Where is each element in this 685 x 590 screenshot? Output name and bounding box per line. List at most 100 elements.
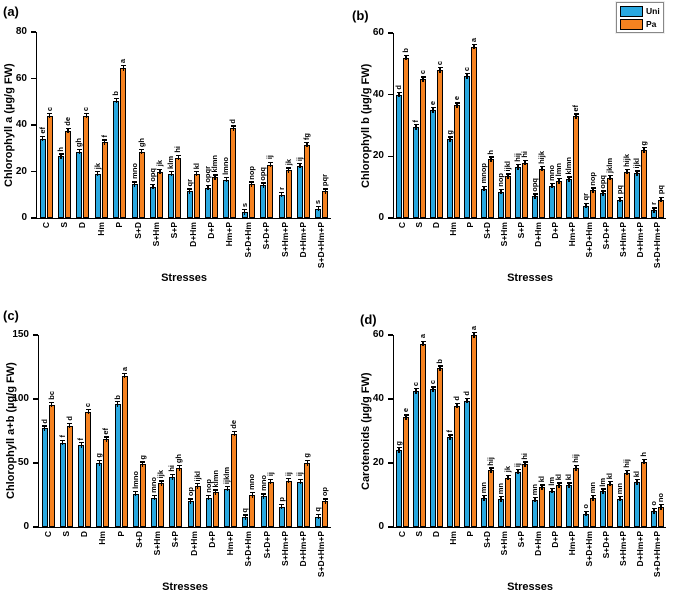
error-bar-cap [120, 65, 126, 67]
bar-uni-S+Hm+P [278, 194, 285, 218]
bar-pa-Hm [454, 405, 460, 527]
bar-uni-S+D+P [600, 193, 606, 218]
error-bar-cap [454, 102, 460, 104]
y-tick-label: 60 [15, 72, 27, 84]
bar-uni-S+D [132, 493, 139, 527]
error-bar [456, 102, 458, 108]
bar-uni-D+Hm+P [296, 165, 303, 218]
error-bar-cap [205, 184, 211, 187]
error-bar [160, 480, 162, 486]
y-tick-label: 20 [372, 150, 384, 162]
bar-uni-P [113, 100, 120, 218]
error-bar-cap [151, 494, 157, 496]
bar-uni-D [76, 151, 83, 218]
error-bar [142, 461, 144, 467]
error-bar [432, 107, 434, 113]
error-bar [69, 422, 71, 429]
error-bar-cap [539, 484, 545, 486]
error-bar-cap [573, 465, 579, 467]
error-bar [299, 478, 301, 485]
error-bar [42, 135, 44, 142]
bar-uni-D+Hm+P [634, 173, 640, 218]
significance-letter: c [418, 70, 427, 75]
error-bar [439, 365, 441, 371]
error-bar [87, 408, 89, 415]
y-axis-tick [32, 334, 38, 336]
error-bar [575, 113, 577, 119]
error-bar [524, 461, 526, 467]
significance-letter: kl [554, 474, 563, 481]
error-bar [67, 127, 69, 134]
bar-uni-S [413, 127, 419, 218]
error-bar [262, 182, 264, 188]
error-bar [44, 425, 46, 431]
error-bar [575, 465, 577, 471]
significance-letter: s [239, 203, 249, 208]
bar-pa-P [471, 335, 477, 527]
significance-letter: c [83, 402, 93, 407]
significance-letter: ef [37, 127, 47, 134]
error-bar [609, 174, 611, 181]
bar-uni-S+P [515, 471, 521, 527]
bar-uni-S+D+P [600, 491, 606, 527]
error-bar-cap [641, 458, 647, 461]
significance-letter: mn [530, 483, 539, 495]
bar-uni-P [464, 400, 470, 527]
error-bar [299, 162, 301, 169]
x-category-label: Hm [448, 222, 458, 236]
significance-letter: de [63, 117, 73, 126]
x-category-label: S+Hm+P [279, 222, 290, 257]
y-tick-label: 40 [372, 88, 384, 100]
bar-uni-Hm+P [223, 179, 230, 218]
error-bar [281, 503, 283, 510]
bar-pa-S+Hm+P [285, 170, 292, 218]
bar-uni-S+D [131, 184, 138, 218]
significance-letter: c [462, 67, 471, 72]
bar-uni-S+D [481, 498, 487, 527]
error-bar [636, 170, 638, 176]
error-bar [541, 165, 543, 172]
error-bar-cap [103, 436, 109, 438]
significance-letter: b [401, 48, 410, 53]
error-bar [602, 190, 604, 196]
error-bar [500, 188, 502, 195]
error-bar-cap [464, 397, 470, 399]
significance-letter: mnop [479, 163, 488, 184]
x-category-label: S+D [133, 531, 144, 548]
significance-letter: klmn [564, 156, 573, 175]
bar-uni-S+D [481, 188, 487, 218]
error-bar-cap [286, 477, 292, 480]
bar-uni-P [464, 76, 470, 218]
legend-item-pa: Pa [620, 18, 660, 30]
bar-pa-D+Hm+P [641, 150, 647, 218]
significance-letter: kl [191, 162, 201, 169]
y-tick-label: 60 [372, 329, 384, 340]
error-bar [104, 139, 106, 145]
bar-uni-D+P [205, 187, 212, 218]
error-bar [551, 182, 553, 189]
bar-pa-S+Hm [505, 176, 511, 218]
error-bar [117, 401, 119, 407]
x-category-label: S [414, 531, 424, 537]
significance-letter: g [302, 453, 312, 458]
bar-pa-D+P [556, 181, 562, 218]
significance-letter: ij [295, 472, 305, 477]
significance-letter: hi [173, 145, 183, 153]
significance-letter: pq [615, 185, 624, 195]
error-bar [270, 478, 272, 485]
bar-uni-S+Hm [498, 499, 504, 527]
significance-letter: f [57, 435, 67, 438]
significance-letter: jk [154, 160, 164, 167]
error-bar [660, 196, 662, 202]
bar-pa-S+P [522, 162, 528, 218]
y-tick-label: 0 [378, 212, 384, 223]
bar-uni-P [114, 404, 121, 527]
error-bar [592, 495, 594, 501]
error-bar [244, 514, 246, 520]
y-tick-label: 0 [23, 521, 29, 532]
significance-letter: qr [184, 178, 194, 187]
x-category-label: D+Hm+P [297, 222, 308, 258]
significance-letter: f [99, 134, 109, 138]
